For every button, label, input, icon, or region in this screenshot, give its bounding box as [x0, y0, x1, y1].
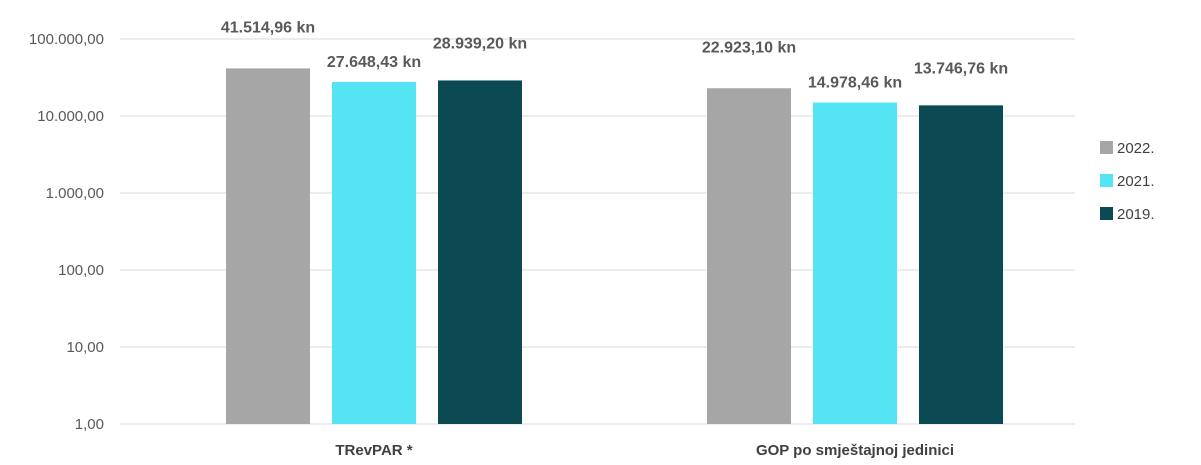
y-tick-label: 1,00 — [75, 416, 104, 433]
category-label: GOP po smještajnoj jedinici — [756, 442, 954, 459]
legend-swatch — [1100, 207, 1113, 220]
legend-swatch — [1100, 174, 1113, 187]
category-labels: TRevPAR * GOP po smještajnoj jedinici — [335, 442, 954, 459]
bars — [226, 68, 1003, 425]
data-label: 13.746,76 kn — [914, 60, 1008, 77]
data-label: 14.978,46 kn — [808, 74, 902, 91]
legend: 2022. 2021. 2019. — [1100, 140, 1155, 223]
bar-2021-1 — [813, 102, 897, 425]
y-tick-label: 100.000,00 — [29, 31, 104, 48]
y-tick-label: 100,00 — [58, 262, 104, 279]
data-label: 22.923,10 kn — [702, 39, 796, 56]
data-labels: 41.514,96 kn 27.648,43 kn 28.939,20 kn 22.9… — [221, 19, 1008, 91]
bar-2021-0 — [332, 81, 416, 425]
bar-2022-1 — [707, 88, 791, 425]
bar-2022-0 — [226, 68, 310, 424]
y-tick-label: 10.000,00 — [37, 108, 104, 125]
legend-label: 2022. — [1117, 140, 1155, 157]
bar-2019-1 — [919, 105, 1003, 424]
y-tick-label: 1.000,00 — [46, 185, 104, 202]
category-label: TRevPAR * — [335, 442, 412, 459]
bar-2019-0 — [438, 80, 522, 424]
data-label: 41.514,96 kn — [221, 19, 315, 36]
y-tick-label: 10,00 — [66, 339, 104, 356]
legend-label: 2021. — [1117, 173, 1155, 190]
y-axis-ticks: 1,00 10,00 100,00 1.000,00 10.000,00 100.000,… — [29, 31, 104, 433]
data-label: 28.939,20 kn — [433, 35, 527, 52]
legend-label: 2019. — [1117, 206, 1155, 223]
legend-swatch — [1100, 141, 1113, 154]
data-label: 27.648,43 kn — [327, 54, 421, 71]
